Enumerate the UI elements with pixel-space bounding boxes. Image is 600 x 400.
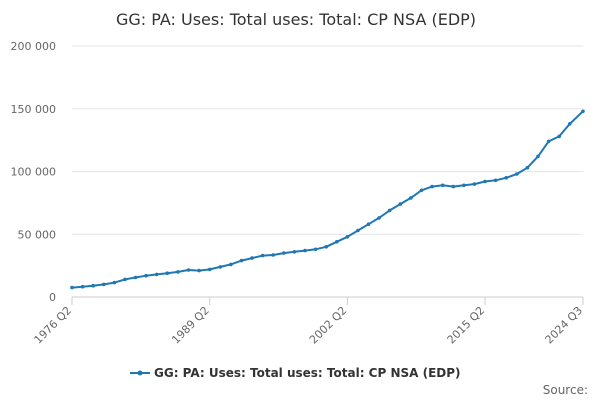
x-tick-label: 2024 Q3 (543, 304, 586, 347)
data-point[interactable] (282, 251, 286, 255)
data-point[interactable] (525, 165, 530, 170)
legend[interactable]: GG: PA: Uses: Total uses: Total: CP NSA … (130, 366, 461, 380)
x-tick-label: 2002 Q2 (307, 304, 350, 347)
data-point[interactable] (504, 176, 509, 180)
data-point[interactable] (133, 275, 138, 280)
data-point[interactable] (451, 184, 456, 189)
data-point[interactable] (546, 139, 551, 144)
y-axis: 0 50 000 100 000 150 000 200 000 (11, 40, 57, 304)
data-point[interactable] (250, 256, 254, 260)
y-tick-label: 150 000 (11, 103, 57, 116)
data-point[interactable] (165, 271, 170, 276)
data-point[interactable] (186, 268, 191, 272)
data-point[interactable] (387, 208, 392, 213)
series-line (71, 110, 584, 289)
data-point[interactable] (229, 262, 233, 267)
data-point[interactable] (197, 268, 201, 273)
data-point[interactable] (366, 222, 371, 226)
data-point[interactable] (493, 178, 498, 183)
data-point[interactable] (462, 183, 466, 188)
y-tick-label: 50 000 (18, 228, 57, 241)
source-label: Source: (543, 383, 588, 397)
y-tick-label: 200 000 (11, 40, 57, 53)
data-point[interactable] (335, 240, 339, 244)
data-point[interactable] (345, 235, 350, 239)
x-tick-label: 1989 Q2 (169, 304, 212, 347)
data-point[interactable] (430, 184, 434, 189)
data-point[interactable] (515, 172, 519, 176)
data-point[interactable] (239, 258, 244, 263)
y-tick-label: 100 000 (11, 166, 57, 179)
data-point[interactable] (472, 182, 477, 186)
data-point[interactable] (377, 216, 381, 220)
data-point[interactable] (91, 283, 95, 288)
data-point[interactable] (207, 267, 212, 272)
data-point[interactable] (260, 253, 265, 258)
data-point[interactable] (581, 109, 585, 114)
legend-label: GG: PA: Uses: Total uses: Total: CP NSA … (154, 366, 461, 380)
data-point[interactable] (313, 247, 318, 252)
data-point[interactable] (483, 179, 487, 184)
data-point[interactable] (292, 250, 297, 254)
x-tick-label: 1976 Q2 (32, 304, 75, 347)
data-point[interactable] (356, 228, 360, 233)
data-point[interactable] (557, 134, 561, 139)
data-point[interactable] (218, 265, 223, 269)
data-point[interactable] (70, 285, 74, 290)
grid-lines (72, 45, 583, 298)
y-tick-label: 0 (49, 291, 56, 304)
x-axis: 1976 Q2 1989 Q2 2002 Q2 2015 Q2 2024 Q3 (32, 297, 586, 347)
data-point[interactable] (409, 196, 413, 200)
data-point[interactable] (271, 253, 276, 257)
data-point[interactable] (102, 282, 106, 287)
data-point[interactable] (144, 273, 148, 278)
legend-swatch-marker (137, 370, 143, 376)
data-point[interactable] (303, 248, 307, 253)
plot-area (70, 109, 585, 290)
data-point[interactable] (419, 188, 424, 193)
data-point[interactable] (440, 183, 445, 188)
data-point[interactable] (80, 284, 85, 289)
data-point[interactable] (536, 154, 540, 159)
data-point[interactable] (154, 272, 159, 277)
data-point[interactable] (568, 122, 572, 126)
x-tick-label: 2015 Q2 (445, 304, 488, 347)
data-point[interactable] (176, 270, 180, 274)
data-point[interactable] (324, 245, 329, 249)
data-point[interactable] (112, 280, 117, 285)
chart-title: GG: PA: Uses: Total uses: Total: CP NSA … (116, 10, 476, 29)
data-point[interactable] (123, 277, 127, 282)
data-point[interactable] (398, 202, 403, 206)
